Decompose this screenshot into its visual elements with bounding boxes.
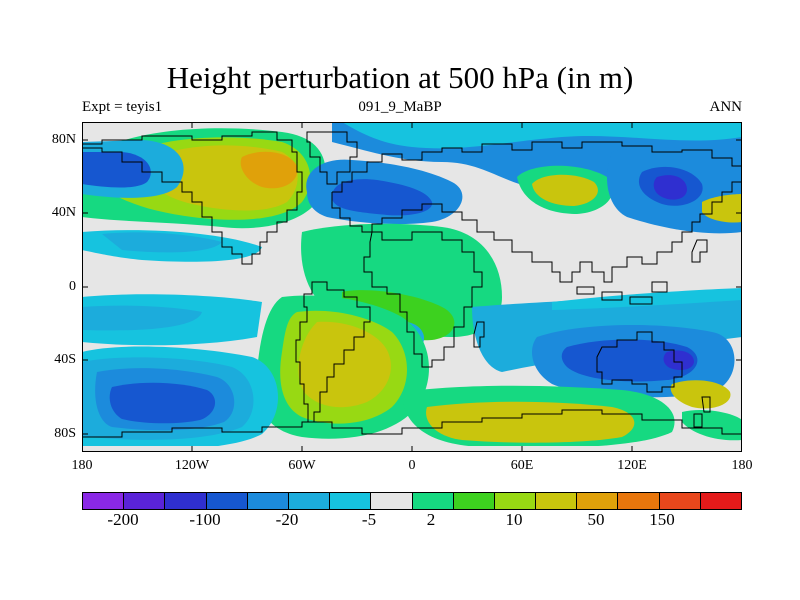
contour-sep-darkblue (109, 382, 216, 424)
period-label: 091_9_MaBP (358, 99, 442, 115)
contour-spac-yellow (670, 380, 731, 409)
experiment-label: Expt = teyis1 (82, 99, 163, 115)
contour-nea-indigo (653, 175, 687, 200)
outline-new-zealand (693, 396, 711, 428)
outline-north-america (82, 131, 303, 265)
contour-subtrop-np-mid (102, 232, 222, 253)
contour-io-lightblue (552, 288, 742, 310)
outline-south-america (295, 281, 371, 423)
colorbar-label: 150 (649, 510, 675, 529)
colorbar-swatch (247, 493, 289, 509)
map-plot (82, 122, 742, 452)
contour-sptrop-mid (82, 305, 202, 331)
colorbar-swatch (700, 493, 741, 509)
outline-greenland (306, 131, 358, 185)
colorbar-label: 10 (505, 510, 523, 529)
colorbar (82, 492, 742, 510)
contour-nep-yellow (702, 194, 742, 223)
lat-label-80s: 80S (54, 426, 76, 441)
lat-label-40s: 40S (54, 352, 76, 367)
colorbar-label: -5 (361, 510, 377, 529)
contour-npac-darkblue (82, 152, 151, 188)
contour-sio-indigo (663, 350, 694, 370)
outline-east-asia (331, 181, 742, 283)
outline-africa (363, 231, 483, 368)
colorbar-swatch (536, 493, 578, 509)
outline-japan (691, 239, 708, 263)
lat-label-0: 0 (69, 279, 76, 294)
outline-antarctica (82, 409, 742, 438)
colorbar-swatch (83, 493, 125, 509)
colorbar-label: -100 (189, 510, 221, 529)
contour-natl-darkblue (332, 179, 433, 216)
contour-sa-yellow (298, 321, 391, 408)
contour-so-yellow (426, 401, 635, 443)
colorbar-swatch (371, 493, 413, 509)
lon-label-60e: 60E (510, 458, 534, 473)
lon-label-180w: 180 (71, 458, 93, 473)
lon-label-180e: 180 (731, 458, 753, 473)
outline-eurasia (332, 141, 742, 193)
colorbar-label: 2 (426, 510, 436, 529)
lat-label-40n: 40N (51, 205, 76, 220)
outline-indonesia (576, 281, 668, 305)
map-svg (82, 122, 742, 452)
lon-label-120w: 120W (174, 458, 210, 473)
colorbar-swatch (124, 493, 166, 509)
season-label: ANN (709, 99, 743, 115)
colorbar-swatch (165, 493, 207, 509)
contour-spac-green (682, 409, 742, 441)
contour-asia-yellow (532, 174, 598, 206)
colorbar-swatch (330, 493, 372, 509)
lon-label-0: 0 (408, 458, 416, 473)
colorbar-swatch (577, 493, 619, 509)
colorbar-swatch (206, 493, 248, 509)
colorbar-label: -20 (275, 510, 299, 529)
continent-outlines (82, 131, 742, 438)
colorbar-swatch (412, 493, 454, 509)
axis-ticks (82, 122, 742, 452)
contour-na-orange (240, 151, 298, 189)
lon-label-120e: 120E (617, 458, 647, 473)
colorbar-swatch (288, 493, 331, 509)
lat-label-80n: 80N (51, 132, 76, 147)
colorbar-swatch (618, 493, 660, 509)
outline-australia (596, 331, 683, 393)
lon-label-60w: 60W (288, 458, 316, 473)
contour-sio-darkblue (561, 339, 698, 382)
contour-arctic-lightblue (342, 122, 742, 149)
colorbar-label: 50 (587, 510, 605, 529)
colorbar-swatch (659, 493, 701, 509)
colorbar-swatch (494, 493, 537, 509)
chart-title: Height perturbation at 500 hPa (in m) (166, 60, 634, 95)
outline-madagascar (473, 321, 485, 348)
colorbar-swatch (453, 493, 495, 509)
colorbar-label: -200 (107, 510, 139, 529)
